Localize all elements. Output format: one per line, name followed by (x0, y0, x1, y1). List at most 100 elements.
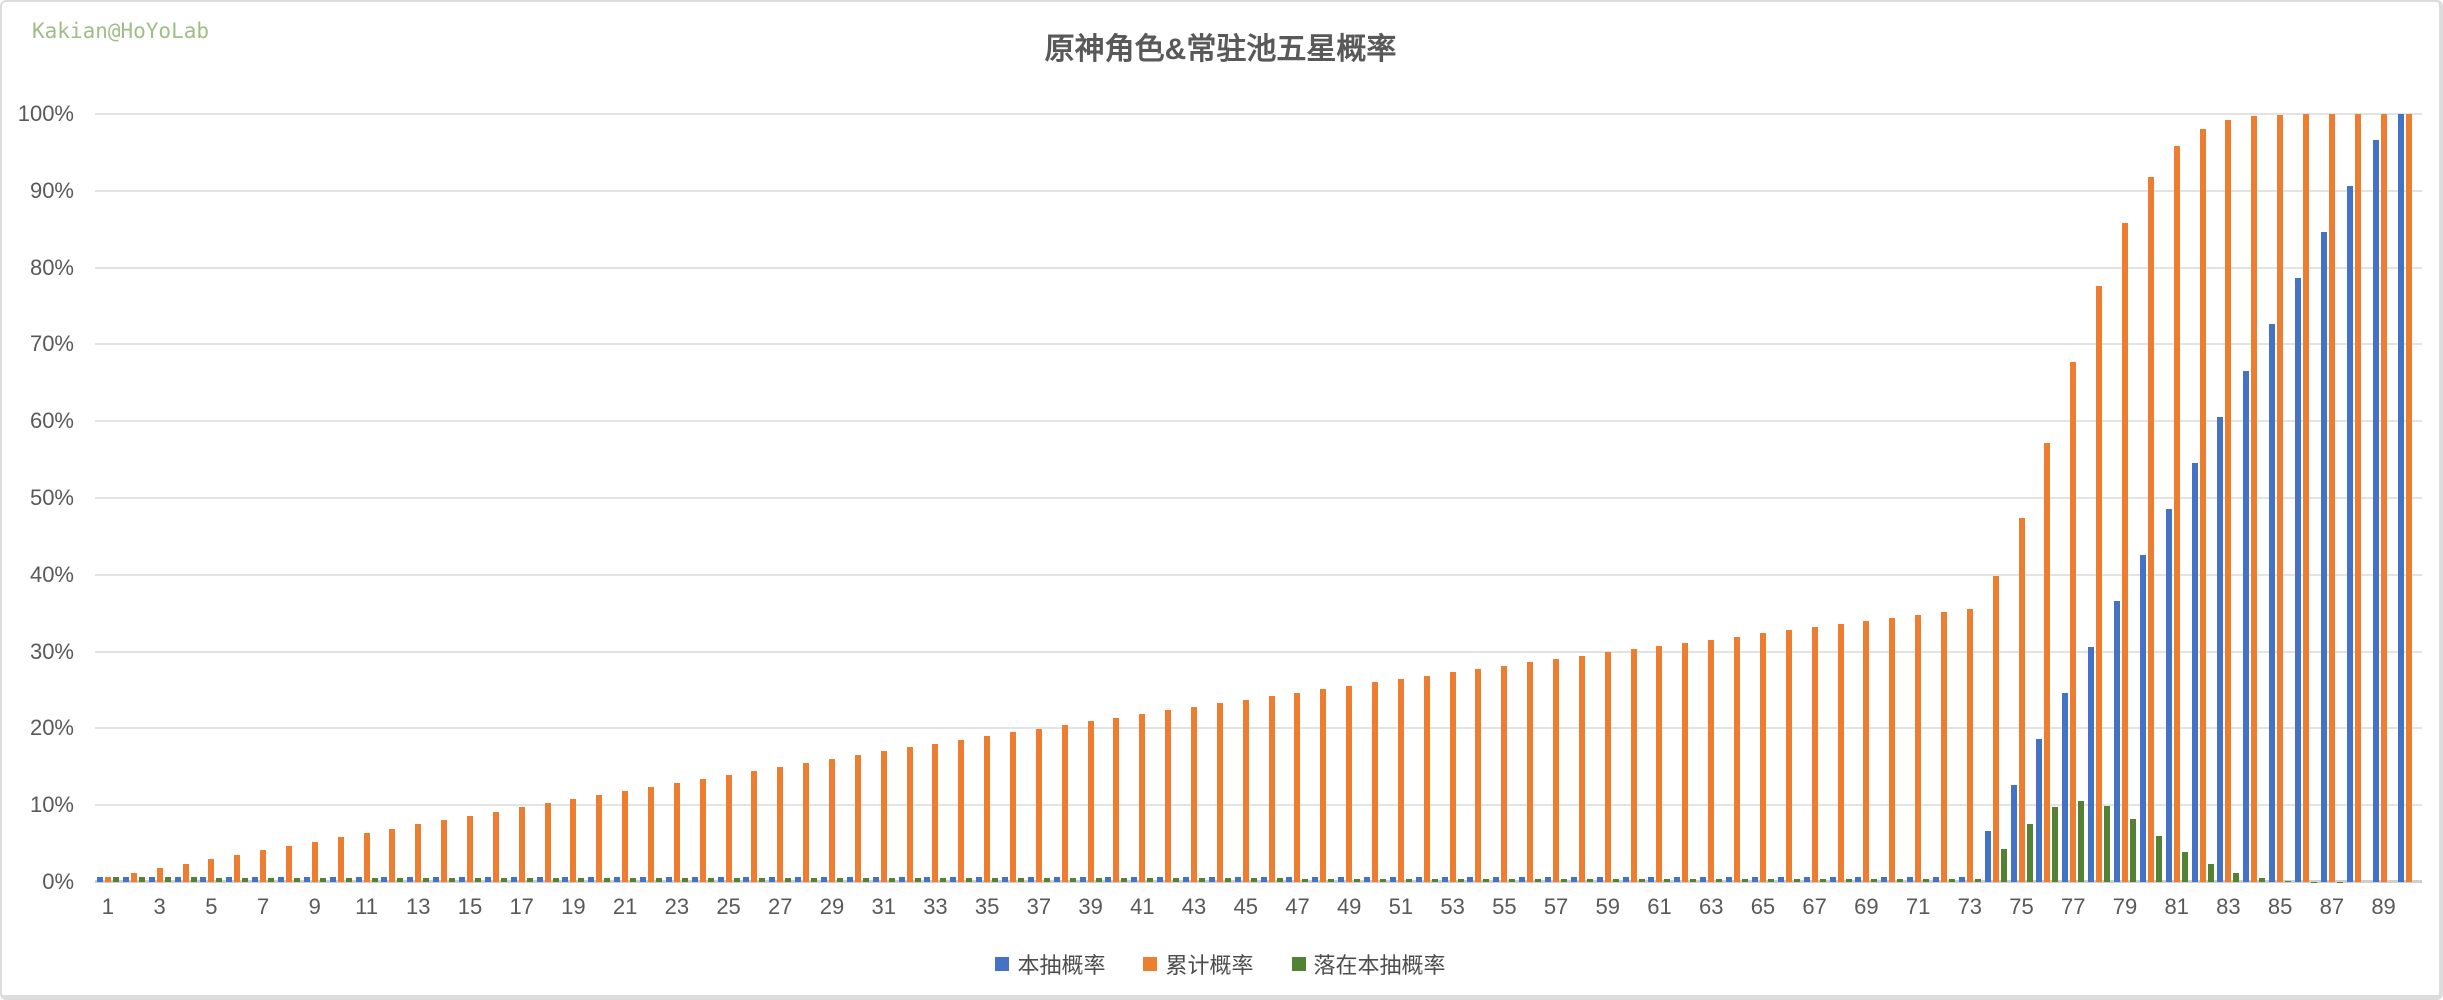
x-tick-label: 69 (1854, 894, 1879, 919)
bar (1974, 879, 1981, 882)
bar (1682, 642, 1689, 882)
x-tick-label: 9 (308, 894, 321, 919)
bar (2233, 873, 2240, 882)
bar (1364, 877, 1371, 882)
bar-group (1285, 114, 1311, 882)
bar-group (2396, 114, 2422, 882)
bar (2078, 801, 2085, 882)
bar-group (198, 114, 224, 882)
bar (200, 877, 207, 882)
bar-group (2293, 114, 2319, 882)
bar (958, 739, 965, 882)
bar (2302, 114, 2309, 882)
bar (2380, 114, 2387, 882)
bar-group (328, 114, 354, 882)
bar-group (2241, 114, 2267, 882)
bar-group (2112, 114, 2138, 882)
bar (1630, 649, 1637, 882)
bar (1483, 878, 1490, 882)
x-tick-label (173, 894, 199, 920)
bar-group (1569, 114, 1595, 882)
bar-group (224, 114, 250, 882)
bar (2139, 554, 2146, 882)
bar-group (897, 114, 923, 882)
bar (759, 878, 766, 882)
bar (846, 877, 853, 882)
x-tick-label (586, 894, 612, 920)
bar (673, 782, 680, 882)
bar (1397, 679, 1404, 882)
bar-group (2345, 114, 2371, 882)
bar (104, 877, 111, 882)
y-tick-label: 30% (29, 638, 74, 664)
x-tick-label (483, 894, 509, 920)
bar (1803, 877, 1810, 882)
bar (1027, 877, 1034, 882)
bar-group (302, 114, 328, 882)
y-tick-label: 40% (29, 561, 74, 587)
x-tick-label: 1 (101, 894, 115, 919)
x-tick-label: 41 (1130, 894, 1155, 919)
bar (828, 759, 835, 882)
bar (1087, 721, 1094, 882)
bar (751, 770, 758, 882)
bar-group (1310, 114, 1336, 882)
bar (655, 877, 662, 882)
bar-group (845, 114, 871, 882)
bar (1113, 717, 1120, 882)
x-tick-label (1672, 894, 1698, 920)
x-tick-label (1983, 894, 2009, 920)
legend: 本抽概率 累计概率 落在本抽概率 (2, 948, 2439, 980)
bar-group (767, 114, 793, 882)
x-tick-label (535, 894, 561, 920)
bar-group (1026, 114, 1052, 882)
bar (208, 859, 215, 882)
gridline (95, 113, 2422, 115)
bar (1612, 878, 1619, 882)
bar-group (1000, 114, 1026, 882)
bar-group (1181, 114, 1207, 882)
x-tick-label: 65 (1750, 894, 1776, 919)
x-tick-label: 7 (256, 894, 270, 919)
bar (2026, 823, 2033, 882)
x-tick-label (431, 894, 457, 920)
watermark: Kakian@HoYoLab (32, 19, 210, 43)
bar (1664, 878, 1671, 882)
bar (2320, 232, 2327, 882)
bar-group (1828, 114, 1854, 882)
x-tick-label (1828, 894, 1854, 920)
bar (984, 736, 991, 882)
bar (1586, 878, 1593, 882)
bar (2259, 878, 2266, 882)
x-tick-label: 55 (1492, 894, 1517, 919)
bar (691, 877, 698, 882)
bar (1915, 614, 1922, 882)
bar-group (690, 114, 716, 882)
bar (1535, 878, 1542, 882)
bar (1545, 877, 1552, 882)
bar-group (638, 114, 664, 882)
legend-label: 累计概率 (1165, 953, 1254, 978)
x-tick-label: 51 (1388, 894, 1414, 919)
x-tick-label: 37 (1026, 894, 1052, 919)
bar-group (1595, 114, 1621, 882)
bar (1578, 655, 1585, 882)
x-tick-label (1310, 894, 1336, 920)
bar (1457, 878, 1464, 882)
x-tick-label: 89 (2371, 894, 2396, 919)
bar-group (1905, 114, 1931, 882)
bar (242, 877, 249, 882)
bar-group (923, 114, 949, 882)
bar-group (250, 114, 276, 882)
bar (1294, 692, 1301, 882)
gridline (95, 343, 2422, 346)
y-tick-label: 80% (29, 254, 74, 280)
bar (2010, 785, 2017, 882)
bar (389, 828, 396, 882)
x-tick-label (1155, 894, 1181, 920)
bar (2104, 806, 2111, 882)
bar (1010, 732, 1016, 882)
bar (1759, 633, 1766, 882)
bar (2225, 119, 2232, 882)
x-tick-label: 17 (509, 894, 534, 919)
